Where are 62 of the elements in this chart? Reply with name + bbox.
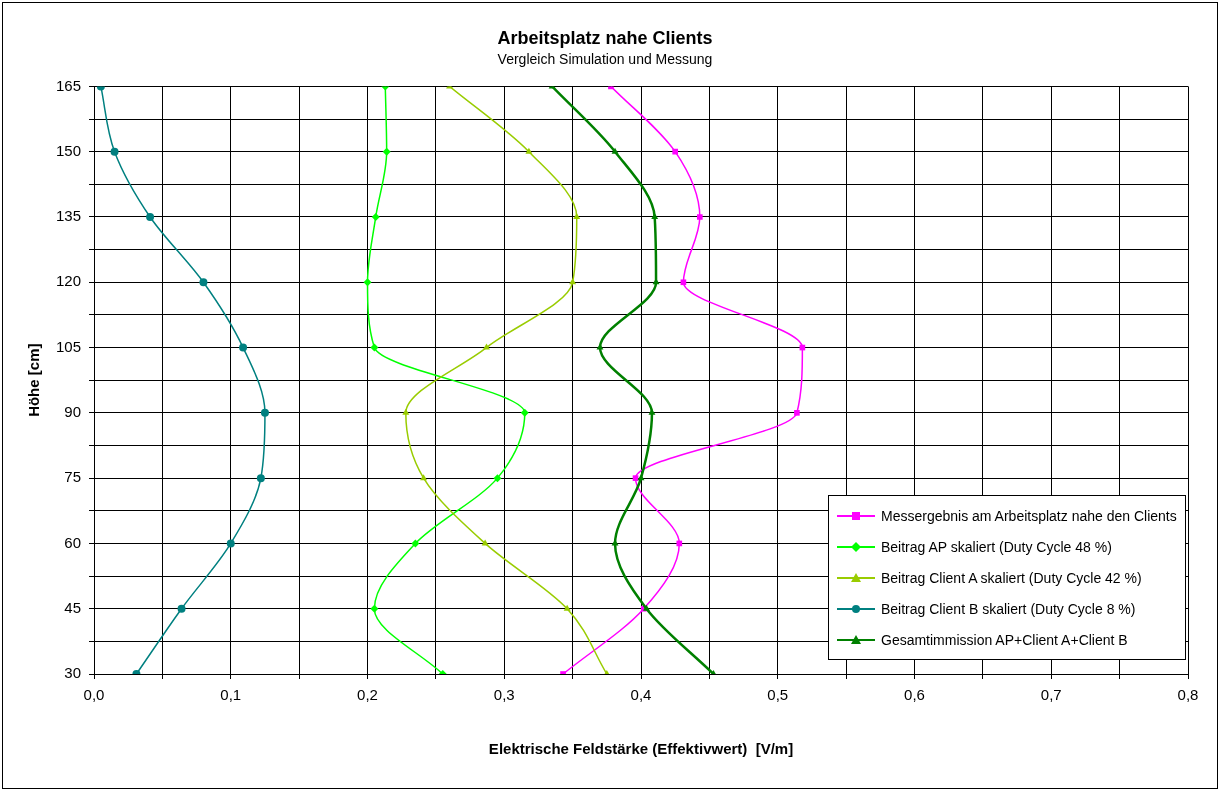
x-tick-label: 0,5 (767, 686, 789, 704)
y-tick-label: 165 (56, 76, 82, 94)
point (256, 474, 265, 483)
point (420, 474, 428, 481)
point (177, 604, 186, 613)
y-tick-label: 105 (56, 337, 82, 355)
y-tick-label: 150 (56, 141, 82, 159)
x-tick-label: 0,6 (904, 686, 925, 704)
point (676, 540, 683, 547)
legend-label: Gesamtimmission AP+Client A+Client B (881, 631, 1128, 648)
point (260, 408, 269, 417)
point (794, 410, 800, 416)
x-tick-label: 0,7 (1040, 686, 1062, 704)
x-tick-label: 0,4 (630, 686, 652, 704)
point (680, 279, 687, 286)
point (520, 408, 529, 417)
point (672, 148, 679, 155)
point (382, 147, 391, 156)
legend-label: Beitrag AP skaliert (Duty Cycle 48 %) (881, 538, 1112, 555)
point (525, 147, 533, 154)
x-tick-label: 0,3 (493, 686, 515, 704)
x-tick-label: 0,2 (357, 686, 378, 704)
y-tick-label: 60 (64, 533, 82, 551)
chart-title: Arbeitsplatz nahe Clients (497, 27, 713, 48)
point (363, 278, 372, 287)
point (110, 147, 119, 156)
point (199, 278, 208, 287)
point (402, 408, 410, 415)
legend-label: Messergebnis am Arbeitsplatz nahe den Clients (881, 507, 1177, 524)
legend-label: Beitrag Client A skaliert (Duty Cycle 42 %) (881, 569, 1142, 586)
point (411, 539, 420, 548)
point (371, 212, 380, 221)
y-tick-label: 45 (64, 598, 82, 616)
point (696, 214, 703, 220)
y-tick-label: 75 (64, 468, 82, 486)
point (483, 343, 490, 350)
point (563, 604, 571, 611)
chart-subtitle: Vergleich Simulation und Messung (497, 50, 713, 67)
y-axis-title: Höhe [cm] (25, 343, 43, 417)
x-tick-label: 0,0 (83, 686, 105, 704)
point (239, 343, 248, 352)
point (651, 212, 659, 219)
point (146, 212, 155, 221)
point (569, 278, 577, 285)
point (226, 539, 235, 548)
y-tick-label: 30 (64, 664, 82, 682)
x-axis-title: Elektrische Feldstärke (Effektivwert) [V/m] (488, 740, 794, 758)
point (648, 408, 656, 415)
point (493, 474, 502, 483)
point (637, 474, 645, 481)
point (596, 343, 604, 350)
x-tick-label: 0,8 (1177, 686, 1199, 704)
x-tick-label: 0,1 (220, 686, 242, 704)
point (611, 147, 619, 154)
legend-label: Beitrag Client B skaliert (Duty Cycle 8 %) (881, 600, 1136, 617)
y-tick-label: 135 (56, 207, 82, 225)
y-tick-label: 90 (64, 402, 82, 420)
point (632, 475, 639, 481)
y-tick-label: 120 (56, 272, 82, 290)
point (573, 212, 581, 219)
point (370, 343, 379, 352)
point (370, 604, 379, 613)
